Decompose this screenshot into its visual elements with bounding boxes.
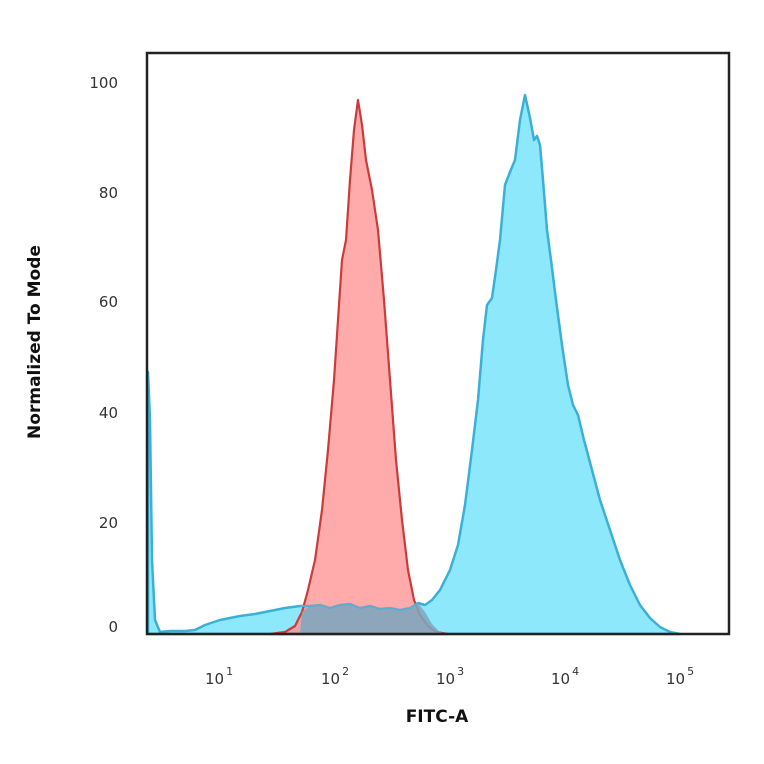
x-tick-label: 10 5: [666, 665, 694, 688]
x-tick-label: 10 2: [321, 665, 349, 688]
overlap-region: [300, 603, 448, 634]
y-tick-label: 40: [99, 404, 118, 422]
x-axis-ticks: 10 1 10 2 10 3 10 4 10 5: [205, 665, 694, 688]
y-axis-title: Normalized To Mode: [25, 245, 45, 439]
y-tick-label: 0: [108, 618, 118, 636]
plot-frame: [145, 51, 731, 636]
x-tick-label: 10 1: [205, 665, 233, 688]
series-stained-area: [146, 93, 682, 636]
y-tick-label: 20: [99, 514, 118, 532]
y-tick-label: 60: [99, 293, 118, 311]
y-axis-ticks: 100 80 60 40 20 0: [89, 74, 118, 636]
x-tick-label: 10 4: [551, 665, 579, 688]
plot-area: [147, 53, 729, 634]
series-isotype-area: [268, 98, 450, 636]
overlap-blue-line: [300, 602, 419, 612]
x-axis-title: FITC-A: [406, 707, 469, 727]
x-tick-label: 10 3: [436, 665, 464, 688]
y-tick-label: 80: [99, 184, 118, 202]
y-tick-label: 100: [89, 74, 118, 92]
